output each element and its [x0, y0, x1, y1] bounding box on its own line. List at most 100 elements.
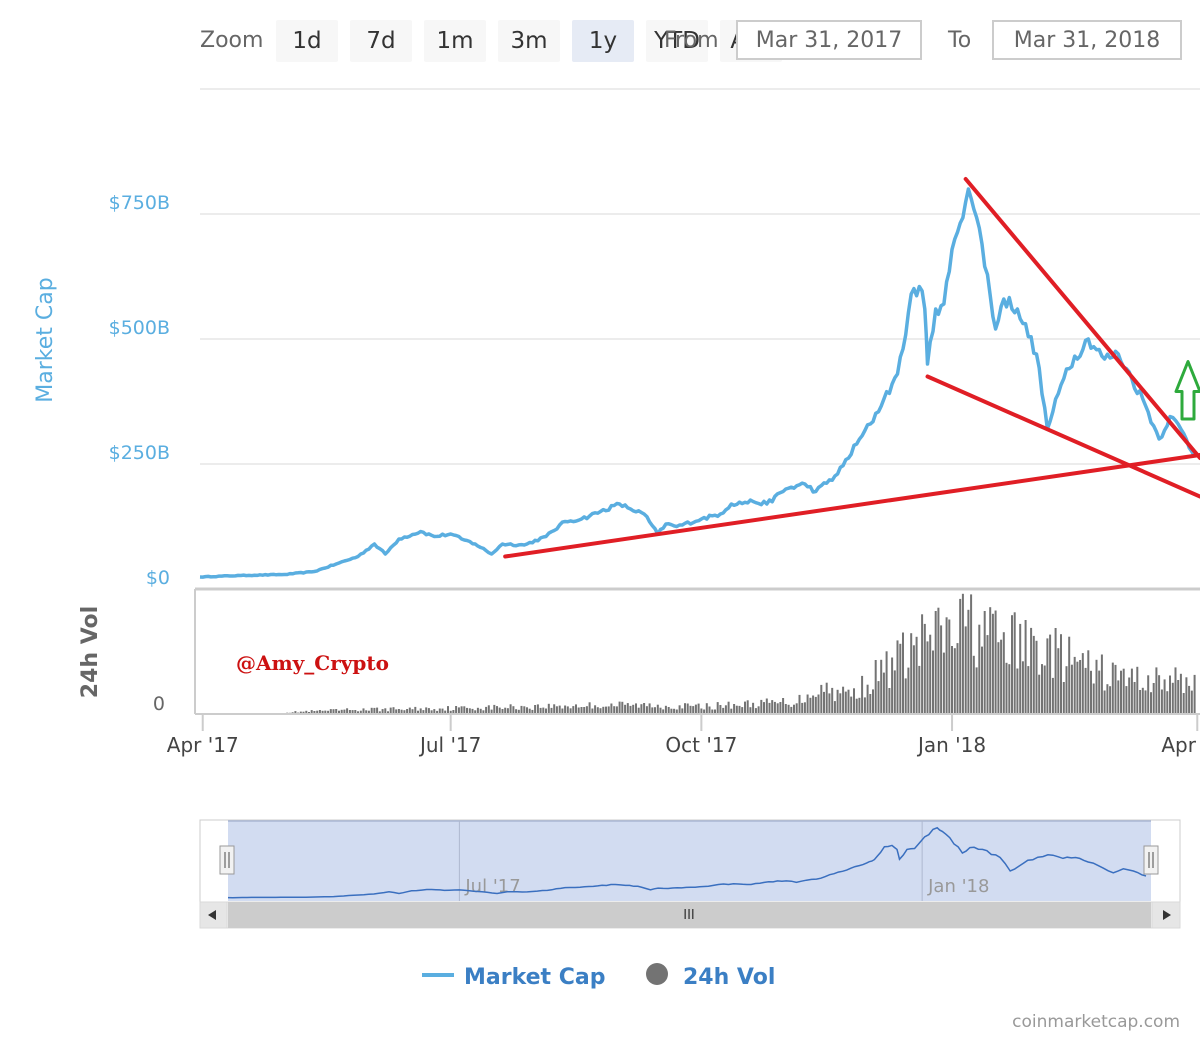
volume-bar [607, 706, 610, 714]
volume-bar [844, 691, 847, 714]
volume-bar [880, 659, 883, 714]
volume-bar [951, 646, 953, 714]
volume-bar [376, 707, 379, 714]
volume-bar [817, 694, 820, 714]
volume-bar [493, 704, 496, 714]
legend-item-market-cap[interactable]: Market Cap [422, 965, 605, 990]
volume-bar [381, 709, 384, 714]
volume-bar [711, 709, 714, 714]
volume-bar [302, 711, 305, 714]
volume-axis-title: 24h Vol [78, 606, 103, 698]
zoom-1y-button[interactable]: 1y [572, 20, 634, 62]
volume-bar [1008, 664, 1011, 714]
volume-bar [735, 705, 738, 714]
volume-bar [357, 711, 359, 714]
volume-bar [610, 703, 613, 714]
volume-bar [893, 670, 896, 714]
volume-bar [765, 698, 768, 714]
volume-bar [332, 709, 335, 714]
volume-bar [425, 707, 428, 714]
zoom-ytd-button[interactable]: YTD [646, 20, 708, 62]
zoom-1m-button[interactable]: 1m [424, 20, 486, 62]
volume-bar [942, 652, 945, 714]
scrollbar-thumb[interactable] [228, 902, 1151, 928]
volume-bar [1169, 675, 1171, 714]
volume-bar [460, 706, 463, 714]
zoom-label: Zoom [200, 28, 264, 53]
market-cap-axis-title: Market Cap [33, 277, 58, 402]
navigator-selection[interactable] [228, 821, 1151, 901]
volume-bar [904, 678, 907, 714]
navigator-tick-label-0: Jul '17 [464, 876, 520, 897]
volume-bar [738, 705, 741, 714]
volume-bar [948, 619, 951, 714]
volume-bar [823, 691, 825, 714]
y-tick-label-1: $250B [109, 442, 170, 464]
volume-bar [1065, 666, 1068, 714]
volume-bar [828, 693, 831, 714]
legend-item-volume[interactable]: 24h Vol [646, 963, 775, 990]
navigator[interactable]: Jul '17 Jan '18 III [199, 819, 1181, 929]
volume-bar [447, 706, 449, 714]
to-label: To [948, 28, 972, 53]
volume-bar [1027, 666, 1030, 714]
volume-bar [348, 710, 351, 714]
volume-bar [536, 704, 539, 714]
volume-bar [1035, 640, 1038, 714]
volume-bar [700, 708, 703, 714]
volume-bar [359, 710, 362, 714]
volume-bar [588, 702, 591, 714]
volume-bar [1041, 664, 1043, 714]
volume-bar [378, 711, 381, 714]
volume-bar [436, 710, 439, 714]
volume-bar [896, 640, 899, 714]
volume-bar [1141, 687, 1144, 714]
volume-bar [991, 613, 994, 714]
navigator-right-handle[interactable] [1143, 845, 1159, 875]
volume-bar [1120, 670, 1122, 714]
volume-bar [485, 706, 488, 714]
volume-bar [664, 705, 667, 714]
volume-bar [1005, 662, 1008, 714]
zoom-1d-button[interactable]: 1d [276, 20, 338, 62]
volume-bar [970, 594, 973, 714]
volume-bar [310, 710, 313, 714]
zoom-3m-button[interactable]: 3m [498, 20, 560, 62]
from-date-input[interactable] [736, 20, 922, 60]
volume-bar [1117, 680, 1120, 714]
volume-bar [526, 707, 528, 714]
volume-bar [793, 704, 795, 714]
trendline-1 [963, 177, 1200, 460]
volume-bar [730, 708, 733, 714]
volume-bar [1081, 653, 1084, 714]
volume-bar [569, 708, 572, 714]
volume-bar [468, 708, 471, 714]
volume-bar [624, 704, 627, 714]
volume-bar [1109, 686, 1112, 714]
legend-label-volume: 24h Vol [683, 965, 775, 990]
volume-bar [833, 701, 836, 714]
volume-bar [994, 610, 997, 714]
zoom-7d-button[interactable]: 7d [350, 20, 412, 62]
volume-bar [861, 675, 864, 714]
volume-bar [566, 706, 569, 714]
navigator-left-handle[interactable] [219, 845, 235, 875]
volume-bar [714, 709, 716, 714]
volume-bar [656, 704, 659, 714]
volume-bar [989, 607, 992, 714]
volume-bar [929, 634, 932, 714]
credits-text: coinmarketcap.com [1012, 1012, 1180, 1032]
to-date-input[interactable] [992, 20, 1182, 60]
volume-bar [1013, 612, 1016, 714]
from-label: From [664, 28, 719, 53]
volume-bar [678, 705, 681, 714]
volume-bar [825, 682, 828, 714]
legend-dot-icon [646, 963, 668, 985]
volume-bar [506, 708, 509, 714]
volume-bar [806, 694, 809, 714]
volume-bar [1043, 665, 1046, 714]
volume-bar [1087, 650, 1090, 714]
volume-bar [575, 704, 577, 714]
volume-bar [457, 707, 460, 714]
